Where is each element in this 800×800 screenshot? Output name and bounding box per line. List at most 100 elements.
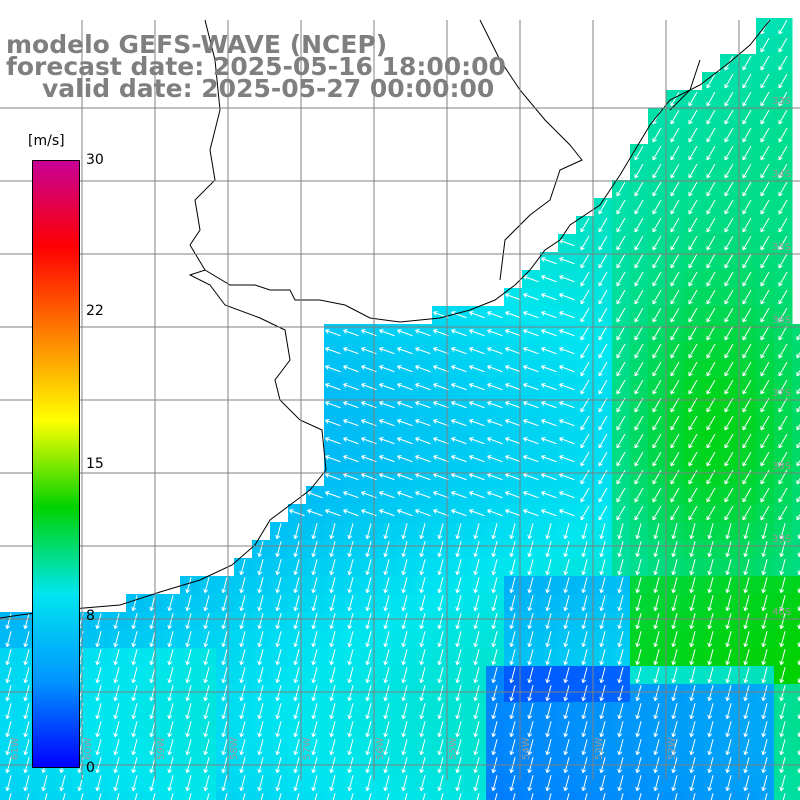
wind-arrow <box>379 401 395 409</box>
wind-arrow <box>743 541 750 558</box>
wind-arrow <box>760 289 770 305</box>
wind-arrow <box>401 559 408 576</box>
wind-arrow <box>469 491 485 499</box>
wind-arrow <box>221 721 228 738</box>
wind-arrow <box>707 775 714 792</box>
field-cell <box>666 792 685 800</box>
wind-arrow <box>778 91 788 107</box>
field-cell <box>504 792 523 800</box>
wind-arrow <box>113 775 120 792</box>
wind-arrow <box>365 667 372 684</box>
wind-arrow <box>743 559 750 576</box>
wind-arrow <box>598 199 608 215</box>
wind-arrow <box>563 541 570 558</box>
wind-arrow <box>689 541 696 558</box>
wind-arrow <box>383 559 390 576</box>
wind-arrow <box>653 541 660 558</box>
wind-arrow <box>707 595 714 612</box>
wind-arrow <box>185 613 192 630</box>
wind-arrow <box>379 329 395 337</box>
wind-arrow <box>541 347 557 355</box>
longitude-label: 54W <box>521 737 532 760</box>
wind-arrow <box>778 145 788 161</box>
wind-arrow <box>437 685 444 702</box>
wind-arrow <box>509 541 516 558</box>
wind-arrow <box>491 595 498 612</box>
wind-arrow <box>581 577 588 594</box>
wind-arrow <box>476 793 480 800</box>
wind-arrow <box>257 721 264 738</box>
wind-arrow <box>545 739 552 756</box>
wind-arrow <box>167 631 174 648</box>
wind-arrow <box>455 559 462 576</box>
wind-arrow <box>545 703 552 720</box>
wind-arrow <box>379 365 395 373</box>
wind-arrow <box>329 577 336 594</box>
wind-arrow <box>599 739 606 756</box>
wind-arrow <box>221 613 228 630</box>
wind-arrow <box>545 523 552 540</box>
wind-arrow <box>670 109 680 125</box>
colorbar-unit: [m/s] <box>28 133 65 149</box>
wind-arrow <box>329 703 336 720</box>
wind-arrow <box>491 721 498 738</box>
wind-arrow <box>652 451 662 467</box>
wind-arrow <box>563 559 570 576</box>
wind-arrow <box>491 523 498 540</box>
wind-arrow <box>541 401 557 409</box>
wind-arrow <box>707 721 714 738</box>
field-cell <box>90 792 109 800</box>
wind-arrow <box>343 347 359 355</box>
wind-arrow <box>688 469 698 485</box>
wind-arrow <box>580 253 590 269</box>
wind-arrow <box>584 793 588 800</box>
wind-arrow <box>689 523 696 540</box>
wind-arrow <box>707 577 714 594</box>
wind-arrow <box>397 383 413 391</box>
wind-arrow <box>725 559 732 576</box>
wind-arrow <box>275 631 282 648</box>
wind-arrow <box>760 361 770 377</box>
wind-arrow <box>523 347 539 355</box>
wind-arrow <box>451 383 467 391</box>
field-cell <box>792 594 800 613</box>
wind-arrow <box>5 649 12 666</box>
wind-arrow <box>706 325 716 341</box>
wind-arrow <box>185 595 192 612</box>
wind-arrow <box>505 293 521 301</box>
wind-arrow <box>455 775 462 792</box>
wind-arrow <box>778 469 788 485</box>
wind-arrow <box>329 595 336 612</box>
wind-arrow <box>113 685 120 702</box>
wind-arrow <box>325 473 341 481</box>
wind-arrow <box>616 289 626 305</box>
wind-arrow <box>458 793 462 800</box>
wind-arrow <box>509 631 516 648</box>
wind-arrow <box>487 401 503 409</box>
wind-arrow <box>397 491 413 499</box>
wind-arrow <box>347 595 354 612</box>
wind-arrow <box>437 739 444 756</box>
wind-arrow <box>563 577 570 594</box>
wind-arrow <box>634 199 644 215</box>
wind-arrow <box>379 491 395 499</box>
field-cell <box>234 792 253 800</box>
wind-arrow <box>634 361 644 377</box>
longitude-labels: 61W 60W 59W 58W 57W 56W 55W 54W 53W 52W <box>10 737 678 760</box>
wind-arrow <box>616 235 626 251</box>
wind-arrow <box>527 595 534 612</box>
wind-arrow <box>580 469 590 485</box>
wind-arrow <box>311 613 318 630</box>
wind-arrow <box>257 541 264 558</box>
wind-arrow <box>365 559 372 576</box>
wind-arrow <box>707 631 714 648</box>
wind-arrow <box>203 577 210 594</box>
wind-arrow <box>581 721 588 738</box>
wind-arrow <box>491 631 498 648</box>
wind-arrow <box>779 541 786 558</box>
wind-arrow <box>149 595 156 612</box>
wind-arrow <box>469 437 485 445</box>
wind-arrow <box>383 541 390 558</box>
wind-arrow <box>275 685 282 702</box>
wind-arrow <box>149 613 156 630</box>
